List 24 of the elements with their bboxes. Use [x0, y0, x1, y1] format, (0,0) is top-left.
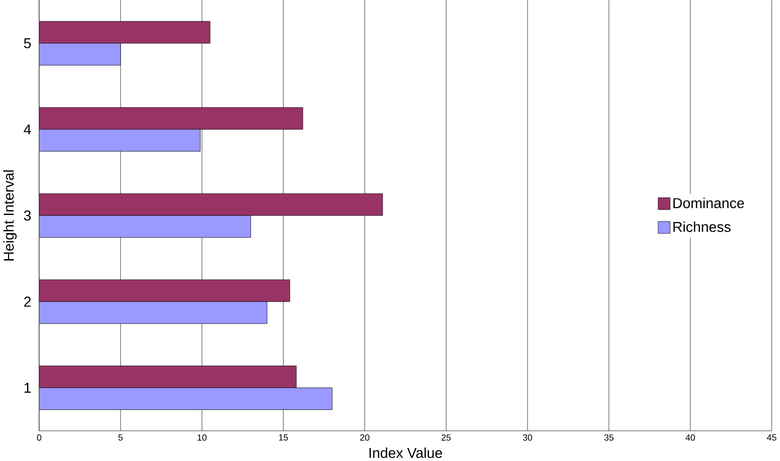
x-tick-label: 10 — [198, 434, 207, 441]
x-axis-title: Index Value — [370, 447, 442, 458]
x-tick-label: 5 — [118, 434, 123, 440]
y-tick-label: 5 — [24, 38, 31, 48]
bar — [39, 107, 304, 130]
y-tick-label: 1 — [24, 382, 31, 393]
x-tick-label: 25 — [442, 434, 451, 441]
x-tick-label: 0 — [37, 434, 42, 441]
x-tick-label: 30 — [522, 434, 532, 441]
y-axis-title: Height Interval — [3, 170, 17, 260]
bar — [39, 366, 297, 388]
x-tick-label: 35 — [604, 434, 614, 441]
x-tick-label: 15 — [279, 434, 288, 440]
bar — [39, 279, 290, 302]
bar — [39, 21, 210, 44]
bar — [39, 193, 383, 216]
y-tick-label: 2 — [24, 296, 31, 307]
x-tick-label: 40 — [686, 434, 695, 441]
x-tick-label: 45 — [766, 434, 776, 440]
legend-label: Richness — [673, 221, 731, 232]
y-tick-label: 3 — [24, 210, 31, 220]
x-tick-label: 20 — [360, 434, 370, 441]
y-tick-label: 4 — [24, 124, 31, 134]
legend-label: Dominance — [673, 198, 744, 208]
